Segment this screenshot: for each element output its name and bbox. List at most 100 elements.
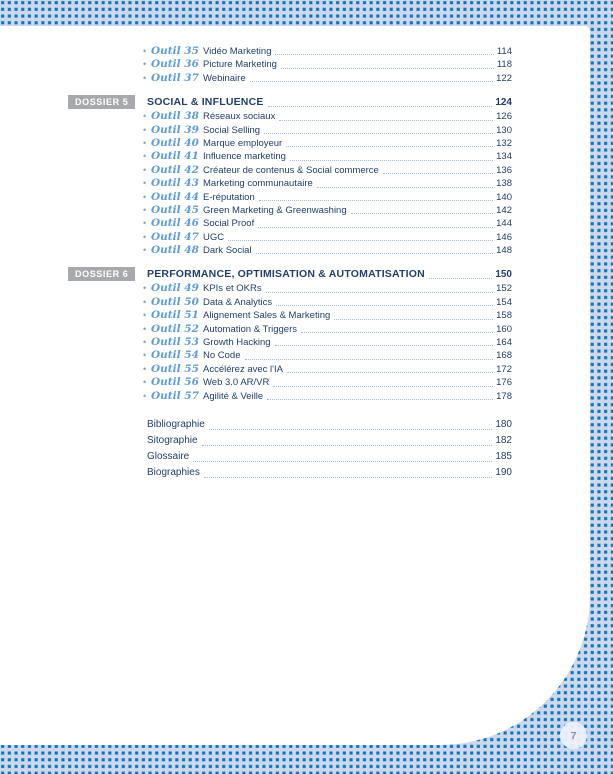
toc-item: • Outil 54 No Code 168 <box>0 349 512 362</box>
toc-item-title: Social Selling <box>203 124 261 136</box>
toc-item: • Outil 36 Picture Marketing 118 <box>0 58 512 71</box>
tool-number: Outil 48 <box>151 244 199 257</box>
dot-leader <box>255 253 494 255</box>
bullet-icon: • <box>143 151 147 162</box>
toc-item: • Outil 35 Vidéo Marketing 114 <box>0 45 512 58</box>
toc-item: • Outil 48 Dark Social 148 <box>0 244 512 257</box>
bullet-icon: • <box>143 204 147 215</box>
toc-item-title: Marketing communautaire <box>203 178 313 190</box>
dot-leader <box>275 54 494 56</box>
bullet-icon: • <box>143 337 147 348</box>
tool-number: Outil 57 <box>151 389 199 402</box>
toc-item-page: 164 <box>496 337 512 349</box>
toc-end-item: Sitographie 182 <box>0 433 512 449</box>
toc-item-page: 132 <box>496 137 512 149</box>
tool-number: Outil 36 <box>151 58 199 71</box>
dot-leader <box>208 428 493 430</box>
toc-item-page: 114 <box>496 46 512 57</box>
tool-number: Outil 56 <box>151 376 199 389</box>
tool-number: Outil 37 <box>151 71 199 84</box>
toc-item-page: 176 <box>496 377 512 389</box>
toc-item: • Outil 37 Webinaire 122 <box>0 72 512 85</box>
section-title: SOCIAL & INFLUENCE <box>147 96 264 109</box>
toc-item: • Outil 38 Réseaux sociaux 126 <box>0 110 512 123</box>
toc-item-title: Data & Analytics <box>203 296 273 308</box>
toc-item-page: 144 <box>496 218 512 230</box>
dot-leader <box>279 119 494 121</box>
toc-item-title: Agilité & Veille <box>203 390 264 402</box>
dot-leader <box>265 291 494 293</box>
toc-end-title: Biographies <box>147 466 200 478</box>
tool-number: Outil 45 <box>151 203 199 216</box>
dot-leader <box>276 305 494 307</box>
dot-leader <box>228 240 494 242</box>
dot-leader <box>428 278 493 280</box>
tool-number: Outil 51 <box>151 309 199 322</box>
bullet-icon: • <box>143 245 147 256</box>
toc-item-title: Vidéo Marketing <box>203 46 272 57</box>
dot-leader <box>382 173 494 175</box>
bullet-icon: • <box>143 124 147 135</box>
toc-end-title: Sitographie <box>147 434 198 446</box>
section-title: PERFORMANCE, OPTIMISATION & AUTOMATISATI… <box>147 268 425 281</box>
bullet-icon: • <box>143 390 147 401</box>
bullet-icon: • <box>143 137 147 148</box>
toc-item: • Outil 43 Marketing communautaire 138 <box>0 177 512 190</box>
dossier-badge: DOSSIER 5 <box>68 95 136 110</box>
bullet-icon: • <box>143 111 147 122</box>
tool-number: Outil 35 <box>151 45 199 57</box>
bullet-icon: • <box>143 363 147 374</box>
toc-item-page: 142 <box>496 204 512 216</box>
toc-item: • Outil 40 Marque employeur 132 <box>0 137 512 150</box>
toc-item-title: UGC <box>203 231 225 243</box>
dot-leader <box>258 199 494 201</box>
bullet-icon: • <box>143 59 147 70</box>
tool-number: Outil 38 <box>151 110 199 123</box>
toc-item-title: Influence marketing <box>203 151 286 163</box>
toc-item-page: 136 <box>496 164 512 176</box>
toc-item: • Outil 47 UGC 146 <box>0 231 512 244</box>
toc-item: • Outil 52 Automation & Triggers 160 <box>0 323 512 336</box>
tool-number: Outil 49 <box>151 282 199 295</box>
toc-item-page: 158 <box>496 310 512 322</box>
dot-leader <box>350 213 494 215</box>
toc-item-title: Social Proof <box>203 218 255 230</box>
toc-item: • Outil 41 Influence marketing 134 <box>0 150 512 163</box>
toc-item-page: 178 <box>496 390 512 402</box>
bullet-icon: • <box>143 218 147 229</box>
toc-item: • Outil 50 Data & Analytics 154 <box>0 296 512 309</box>
toc-item-title: Automation & Triggers <box>203 323 297 335</box>
tool-number: Outil 41 <box>151 150 199 163</box>
tool-number: Outil 54 <box>151 349 199 362</box>
toc-item-page: 146 <box>496 231 512 243</box>
toc-item-title: Picture Marketing <box>203 59 277 71</box>
toc-end-page: 182 <box>495 434 512 446</box>
toc-item-page: 122 <box>496 72 512 84</box>
bullet-icon: • <box>143 191 147 202</box>
toc-item-title: Créateur de contenus & Social commerce <box>203 164 379 176</box>
toc-item-title: Alignement Sales & Marketing <box>203 310 331 322</box>
dot-leader <box>264 132 494 134</box>
toc-end-item: Glossaire 185 <box>0 449 512 465</box>
toc-item: • Outil 45 Green Marketing & Greenwashing 1… <box>0 204 512 217</box>
toc-item-page: 140 <box>496 191 512 203</box>
toc-item-page: 154 <box>496 296 512 308</box>
toc-item-title: Marque employeur <box>203 137 283 149</box>
toc-item-title: Réseaux sociaux <box>203 111 276 123</box>
toc-item: • Outil 56 Web 3.0 AR/VR 176 <box>0 376 512 389</box>
dot-leader <box>267 398 494 400</box>
dot-leader <box>267 106 493 108</box>
dot-leader <box>203 476 493 478</box>
bullet-icon: • <box>143 296 147 307</box>
tool-number: Outil 42 <box>151 163 199 176</box>
bullet-icon: • <box>143 46 147 56</box>
bullet-icon: • <box>143 231 147 242</box>
toc-item: • Outil 49 KPIs et OKRs 152 <box>0 282 512 295</box>
section-page: 150 <box>495 269 512 281</box>
toc-item-title: Webinaire <box>203 72 246 84</box>
toc-item: • Outil 44 E-réputation 140 <box>0 191 512 204</box>
toc-end-item: Biographies 190 <box>0 465 512 481</box>
toc-item-page: 148 <box>496 245 512 257</box>
toc-item-title: E-réputation <box>203 191 255 203</box>
bullet-icon: • <box>143 323 147 334</box>
